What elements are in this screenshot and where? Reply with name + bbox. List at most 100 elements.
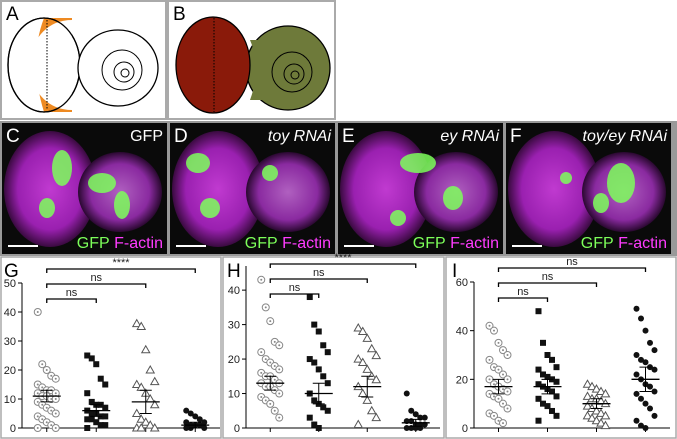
data-point-center (54, 392, 57, 395)
data-point-center (506, 407, 509, 410)
data-point-center (54, 412, 57, 415)
data-point (93, 419, 100, 426)
data-point-center (488, 412, 491, 415)
data-point (647, 405, 653, 412)
data-point-center (497, 368, 500, 371)
y-tick-label: 20 (456, 374, 468, 386)
data-point (131, 318, 142, 328)
data-point (84, 425, 91, 431)
significance-bracket (269, 263, 417, 268)
data-point (600, 410, 611, 420)
data-point (596, 418, 606, 427)
stain-label: GFP F-actin (581, 235, 667, 252)
data-point (315, 366, 322, 373)
data-point (320, 373, 327, 380)
data-point (553, 412, 560, 419)
y-tick-label: 0 (462, 423, 468, 435)
data-point (403, 425, 410, 431)
data-point-center (45, 421, 48, 424)
ring (113, 61, 135, 83)
eye-disc-stain (4, 131, 96, 247)
significance-label: ns (566, 256, 578, 268)
data-point-center (54, 427, 57, 429)
data-point (149, 399, 160, 409)
significance-bracket (269, 293, 320, 298)
gfp-signal (390, 210, 406, 226)
data-point-center (493, 366, 495, 369)
data-point (582, 401, 593, 410)
data-point (353, 323, 364, 332)
data-point-center (488, 324, 491, 327)
data-point (131, 408, 142, 417)
data-point-center (273, 378, 276, 381)
gfp-signal (593, 193, 609, 213)
ring (283, 63, 305, 85)
data-point (642, 327, 649, 334)
data-point (324, 349, 331, 356)
data-point (540, 400, 546, 407)
panel-frame (222, 256, 445, 439)
error-bar (409, 418, 422, 427)
gfp-signal (443, 186, 463, 210)
image-title: GFP (130, 128, 163, 145)
error-bar (264, 375, 277, 391)
data-point (540, 339, 546, 346)
data-point (306, 414, 313, 421)
data-point (371, 412, 382, 422)
significance-label: ns (66, 287, 78, 299)
data-point (306, 356, 313, 363)
gfp-signal (39, 198, 55, 218)
data-point (553, 364, 560, 371)
data-point-center (488, 358, 491, 361)
significance-label: ns (313, 267, 325, 279)
data-point (638, 422, 644, 429)
data-point (371, 374, 382, 384)
data-point-center (493, 414, 495, 417)
image-title: ey RNAi (440, 128, 499, 145)
data-point-center (497, 397, 500, 400)
data-point (421, 414, 428, 421)
data-point (553, 378, 560, 385)
data-point (651, 366, 658, 373)
data-point (324, 407, 331, 414)
data-point (600, 420, 611, 430)
data-point (535, 395, 542, 402)
stain-label: GFP F-actin (77, 235, 163, 252)
image-title: toy RNAi (268, 128, 332, 145)
stain-gfp: GFP (581, 235, 614, 252)
data-point (633, 352, 640, 358)
significance-label: ns (90, 272, 102, 284)
data-point (642, 359, 649, 366)
data-point (600, 388, 611, 398)
data-point-center (36, 392, 39, 395)
y-tick-label: 50 (4, 278, 16, 290)
data-point-center (41, 386, 44, 389)
data-point-center (50, 424, 53, 427)
data-point (362, 333, 373, 342)
error-bar (40, 389, 53, 403)
data-point (412, 411, 419, 418)
data-point-center (264, 306, 267, 309)
data-point (353, 354, 364, 363)
data-point-center (269, 320, 272, 323)
data-point-center (264, 385, 267, 388)
data-point (324, 380, 331, 387)
data-point (633, 371, 640, 378)
data-point-center (273, 340, 276, 343)
y-tick-label: 20 (228, 354, 240, 366)
data-point (535, 381, 542, 388)
panel-label: G (4, 261, 19, 282)
data-point (403, 390, 410, 397)
data-point (102, 381, 109, 388)
ring (120, 68, 130, 78)
y-tick-label: 30 (4, 336, 16, 348)
gfp-signal (114, 191, 130, 219)
stain-label: GFP F-actin (245, 235, 331, 252)
error-bar (492, 378, 505, 395)
data-point-center (506, 378, 509, 381)
data-point-center (488, 392, 491, 395)
data-point-center (502, 388, 504, 391)
data-point (145, 364, 156, 374)
data-point (311, 397, 318, 404)
